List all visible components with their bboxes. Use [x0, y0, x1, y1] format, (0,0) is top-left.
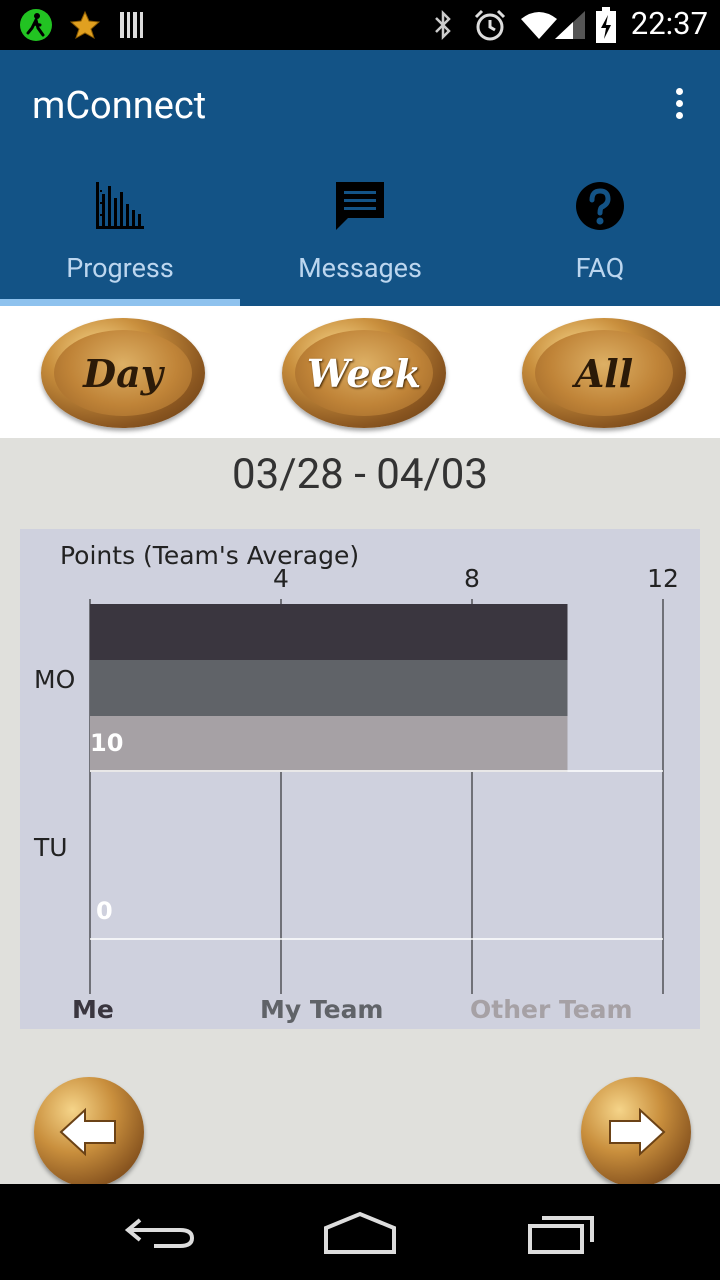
system-nav-bar [0, 1184, 720, 1280]
day-button[interactable]: Day [41, 318, 205, 428]
bluetooth-icon [428, 6, 458, 44]
help-circle-icon [480, 178, 720, 234]
alarm-icon [472, 6, 508, 44]
home-icon[interactable] [322, 1208, 398, 1256]
bar-chart-icon [0, 178, 240, 234]
x-tick-label-0: 4 [273, 564, 289, 593]
chart-title: Points (Team's Average) [60, 541, 359, 570]
range-selector: Day Week All [0, 306, 720, 438]
more-vert-icon[interactable] [674, 88, 684, 124]
data-label-1: 0 [96, 897, 113, 925]
tab-messages[interactable]: Messages [240, 170, 480, 306]
tab-progress[interactable]: Progress [0, 170, 240, 306]
clock-time: 22:37 [630, 5, 708, 42]
next-week-button[interactable] [581, 1077, 691, 1187]
data-label-0: 10 [90, 729, 123, 757]
tab-faq[interactable]: FAQ [480, 170, 720, 306]
category-label-1: TU [33, 833, 68, 862]
previous-week-button[interactable] [34, 1077, 144, 1187]
runner-app-icon [18, 6, 54, 44]
arrow-right-icon [609, 1107, 666, 1157]
bar-MO-2 [90, 716, 568, 772]
tab-faq-label: FAQ [575, 252, 625, 284]
message-icon [240, 178, 480, 234]
all-button-label: All [574, 350, 634, 396]
bar-MO-0 [90, 604, 568, 660]
recents-icon[interactable] [526, 1208, 598, 1256]
date-range: 03/28 - 04/03 [232, 450, 488, 499]
legend-label-1: My Team [260, 995, 384, 1024]
barcode-icon [116, 6, 148, 44]
signal-icon [552, 6, 588, 44]
x-tick-label-2: 12 [647, 564, 679, 593]
status-bar: 22:37 [0, 0, 720, 50]
bar-MO-1 [90, 660, 568, 716]
app-title: mConnect [32, 84, 207, 128]
day-button-label: Day [83, 350, 163, 396]
chart-svg: Points (Team's Average)4 8 12 MO 10 TU 0 Me My T… [33, 541, 679, 1024]
category-label-0: MO [34, 665, 75, 694]
week-button[interactable]: Week [282, 318, 446, 428]
tab-progress-label: Progress [66, 252, 174, 284]
progress-chart: Points (Team's Average) 4 8 12 MO 10 TU 0 Me My T… [20, 529, 700, 1029]
star-icon [68, 6, 102, 44]
legend-label-2: Other Team [470, 995, 633, 1024]
tab-indicator [0, 299, 240, 306]
back-icon[interactable] [124, 1208, 196, 1256]
all-button[interactable]: All [522, 318, 686, 428]
arrow-left-icon [59, 1107, 116, 1157]
app-bar: mConnect Progress Messages [0, 50, 720, 306]
tab-messages-label: Messages [298, 252, 422, 284]
week-button-label: Week [306, 350, 422, 396]
x-tick-label-1: 8 [464, 564, 480, 593]
battery-charging-icon [594, 6, 618, 44]
legend-label-0: Me [72, 995, 114, 1024]
wifi-icon [518, 6, 560, 44]
